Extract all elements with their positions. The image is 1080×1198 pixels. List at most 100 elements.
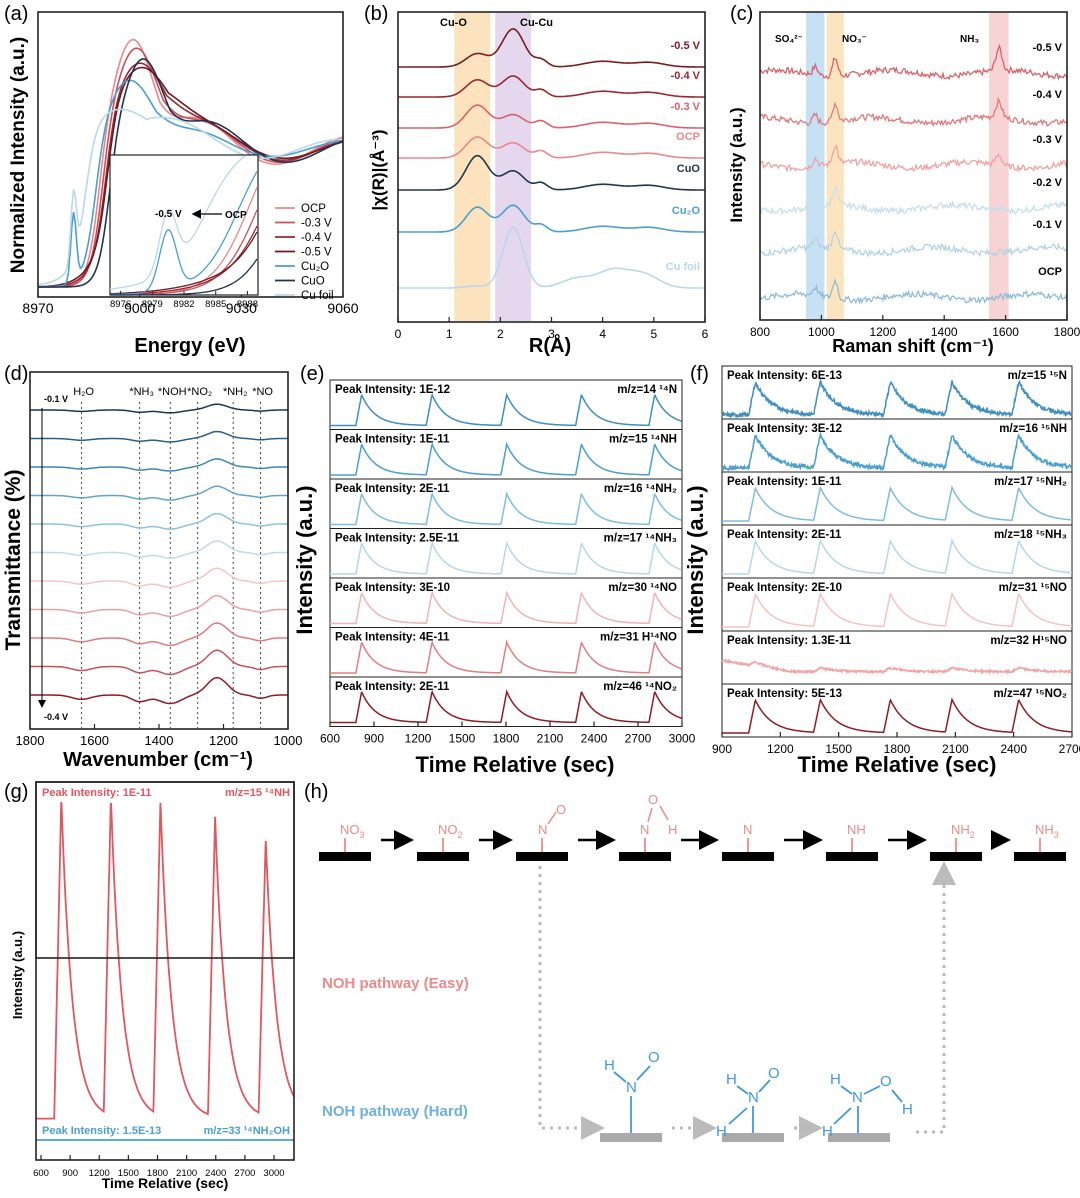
ms-row-intensity: Peak Intensity: 6E-13: [727, 370, 842, 382]
panel-c-band1-label: SO₄²⁻: [775, 34, 803, 45]
panel-b-series-6: [398, 226, 705, 289]
panel-h-atom-hard: H: [830, 1071, 841, 1088]
panel-h-hard-label: NOH pathway (Hard): [322, 1103, 468, 1120]
panel-g-frame: [35, 781, 295, 1161]
panel-h-surface-hard: [600, 1133, 662, 1142]
panel-a-inset: [109, 154, 259, 296]
e-rows-axis-tick-label: 2100: [537, 732, 564, 746]
panel-a-legend-label: -0.3 V: [301, 218, 332, 230]
panel-e-ylabel: Intensity (a.u.): [292, 485, 317, 634]
panel-h-atom-hard: N: [626, 1079, 637, 1096]
panel-b-tick-label: 5: [650, 327, 657, 341]
panel-a-tick-label: 9060: [327, 300, 358, 316]
panel-d-bottom-label: -0.4 V: [44, 712, 68, 722]
panel-e-xlabel: Time Relative (sec): [416, 752, 615, 777]
panel-d-tick-label: 1200: [209, 733, 238, 748]
e-rows-axis-tick-label: 3000: [669, 732, 696, 746]
panel-h-surface: [516, 852, 568, 861]
panel-h-atom-hard: H: [726, 1071, 737, 1088]
panel-c-series-label: -0.1 V: [1033, 219, 1063, 231]
panel-d-marker-label: *NO: [252, 386, 273, 398]
panel-c-series-1: [759, 96, 1068, 128]
panel-c-series-label: -0.2 V: [1033, 177, 1063, 189]
e-rows-axis-tick-label: 1800: [493, 732, 520, 746]
panel-a-tick-label: 9000: [124, 300, 155, 316]
panel-c: (c) -0.5 V -0.4 V -0.3 V -0.2 V -0.1 V OCP 80…: [727, 3, 1080, 356]
panel-h-subscript: 2: [458, 830, 463, 840]
ms-row-intensity: Peak Intensity: 2E-10: [727, 582, 842, 594]
ms-row-trace: [330, 392, 682, 427]
panel-a-annot-a: -0.5 V: [155, 209, 182, 220]
f-rows-axis-tick-label: 1800: [884, 742, 911, 756]
panel-h-atom: O: [556, 802, 566, 817]
panel-e: (e) Peak Intensity: 1E-12 m/z=14 ¹⁴N Peak …: [292, 363, 696, 777]
panel-h-subscript: 3: [1054, 830, 1059, 840]
panel-c-series-label: -0.3 V: [1033, 134, 1063, 146]
panel-b-tick-label: 3: [548, 327, 555, 341]
panel-b-band-0: [454, 13, 491, 321]
panel-g-bot-left: Peak Intensity: 1.5E-13: [42, 1125, 161, 1137]
panel-f-ylabel: Intensity (a.u.): [683, 485, 708, 634]
ms-row-intensity: Peak Intensity: 4E-11: [335, 632, 450, 644]
panel-h-atom-hard: H: [716, 1123, 727, 1140]
panel-b-series-label: -0.5 V: [671, 40, 701, 52]
panel-a-inset-series-3: [110, 231, 258, 295]
panel-b-series-5: [398, 204, 705, 233]
ms-row-intensity: Peak Intensity: 5E-13: [727, 688, 842, 700]
panel-a-legend-label: Cu foil: [301, 290, 334, 302]
panel-c-series-label: -0.5 V: [1033, 42, 1063, 54]
panel-b-series-label: -0.3 V: [671, 101, 701, 113]
panel-b-band1-label: Cu-O: [440, 17, 467, 29]
ms-row-intensity: Peak Intensity: 2E-11: [727, 529, 842, 541]
panel-b-series-4: [398, 154, 705, 191]
panel-f-xlabel: Time Relative (sec): [798, 752, 997, 777]
panel-g-top-right: m/z=15 ¹⁴NH: [225, 787, 290, 799]
ms-row-intensity: Peak Intensity: 3E-12: [727, 423, 842, 435]
panel-h-atom: H: [668, 822, 677, 837]
panel-c-series-label: -0.4 V: [1033, 89, 1063, 101]
ms-row-mz: m/z=17 ¹⁵NH₂: [994, 476, 1067, 488]
panel-b-ylabel: |χ(R)|(Å⁻³): [369, 129, 388, 210]
panel-d-series-3: [30, 485, 288, 501]
panel-b-letter: (b): [364, 3, 388, 25]
panel-h-surface: [619, 852, 671, 861]
panel-h-bond-hard: [728, 1107, 748, 1125]
panel-h-adsorbate: NH3: [1035, 822, 1059, 840]
panel-c-tick-label: 1000: [808, 325, 835, 339]
panel-a-inset-tick-label: 8979: [142, 299, 163, 310]
ms-row-intensity: Peak Intensity: 2.5E-11: [335, 533, 460, 545]
panel-h-bond-hard: [758, 1079, 771, 1093]
panel-d-top-label: -0.1 V: [44, 394, 68, 404]
panel-h-atom-hard: H: [822, 1123, 833, 1140]
ms-row-intensity: Peak Intensity: 3E-10: [335, 582, 450, 594]
panel-h-surface: [722, 852, 774, 861]
panel-d-tick-label: 1400: [145, 733, 174, 748]
panel-a-inset-tick-label: 8976: [110, 299, 131, 310]
e-rows-axis-tick-label: 900: [364, 732, 384, 746]
ms-row-mz: m/z=18 ¹⁵NH₃: [994, 529, 1067, 541]
panel-c-ylabel: Intensity (a.u.): [727, 107, 746, 222]
f-rows-axis-tick-label: 2400: [1000, 742, 1027, 756]
panel-h-bond-hard: [863, 1085, 881, 1095]
panel-a-series-4: [37, 79, 344, 288]
panel-d-tick-label: 1600: [80, 733, 109, 748]
panel-h-surface: [1014, 852, 1066, 861]
panel-a-xlabel: Energy (eV): [134, 335, 245, 357]
panel-d-ylabel: Transmittance (%): [2, 470, 25, 651]
ms-row-trace: [330, 441, 682, 476]
panel-h-bond: [659, 805, 669, 821]
panel-d-tick-label: 1800: [16, 733, 45, 748]
panel-h-adsorbate: NO2: [438, 822, 463, 840]
panel-a-frame: [37, 11, 344, 298]
panel-d-xlabel: Wavenumber (cm⁻¹): [63, 749, 253, 771]
panel-d-marker-label: *NO₂: [187, 386, 212, 398]
panel-h-surface: [319, 852, 371, 861]
ms-row-trace: [330, 540, 682, 575]
panel-a-inset-tick-label: 8985: [205, 299, 226, 310]
panel-a-series-5: [38, 58, 344, 288]
panel-h-subscript: 3: [360, 830, 365, 840]
panel-g-ylabel: Intensity (a.u.): [10, 931, 25, 1019]
e-rows-axis-tick-label: 2700: [625, 732, 652, 746]
ms-row-mz: m/z=32 H¹⁵NO: [990, 635, 1067, 647]
